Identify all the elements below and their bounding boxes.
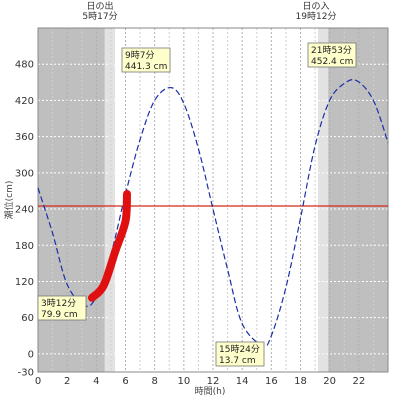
twilight-band-evening [318,28,329,372]
x-tick-label: 4 [93,376,99,387]
sunrise-time: 5時17分 [82,11,117,22]
x-tick-label: 20 [323,376,336,387]
sunrise-label: 日の出 [86,0,113,12]
y-tick-label: 180 [15,241,34,252]
extremum-box [307,42,357,68]
y-tick-label: 240 [15,205,34,216]
x-axis-title: 時間(h) [195,386,226,397]
y-tick-labels: -30 0 60 120 180 240 300 360 420 480 [15,60,34,379]
background-bands [38,28,388,372]
extremum-height: 441.3 cm [125,62,167,72]
extremum-box [215,341,265,367]
highlight-stroke [88,190,131,302]
night-band-evening [328,28,388,372]
y-tick-label: -30 [18,368,34,379]
x-tick-label: 8 [151,376,157,387]
x-tick-label: 6 [122,376,128,387]
y-tick-label: 420 [15,96,34,107]
twilight-band-morning [104,28,116,372]
extremum-time: 9時7分 [125,50,154,61]
x-tick-label: 18 [294,376,307,387]
x-tick-labels: 0 2 4 6 8 10 12 14 16 18 20 22 [35,376,365,387]
extremum-time: 15時24分 [219,344,260,355]
x-tick-label: 10 [177,376,190,387]
y-tick-label: 120 [15,277,34,288]
x-tick-label: 2 [64,376,70,387]
y-tick-label: 60 [21,313,34,324]
extremum-time: 3時12分 [41,298,76,309]
extremum-height: 13.7 cm [219,356,256,366]
y-tick-label: 300 [15,168,34,179]
x-tick-label: 0 [35,376,41,387]
sun-annotations: 日の出 5時17分 日の入 19時12分 [82,0,336,22]
grid-lines [38,28,388,373]
x-tick-label: 16 [265,376,278,387]
x-tick-label: 14 [236,376,249,387]
extremum-time: 21時53分 [311,45,352,56]
extremum-height: 452.4 cm [311,57,353,67]
extremum-box [37,295,87,321]
sunset-time: 19時12分 [296,11,337,22]
x-tick-label: 22 [352,376,365,387]
extremum-box [121,47,171,73]
extremum-height: 79.9 cm [41,310,78,320]
x-tick-label: 12 [207,376,220,387]
sunset-label: 日の入 [302,1,329,12]
plot-frame [37,27,389,373]
y-tick-label: 480 [15,60,34,71]
y-tick-label: 0 [28,349,34,360]
y-tick-label: 360 [15,132,34,143]
y-axis-title: 潮位(cm) [3,181,15,220]
